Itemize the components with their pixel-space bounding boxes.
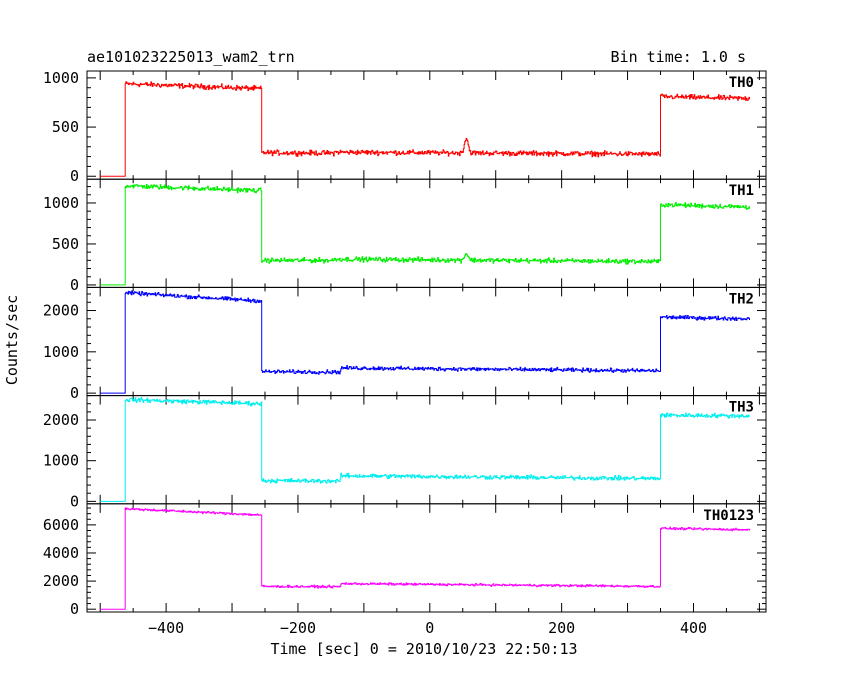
chart-title: ae101023225013_wam2_trn <box>87 48 295 66</box>
panel-th3: 0 1000 2000 TH3 <box>43 395 767 510</box>
y-tick-label: 2000 <box>43 302 79 320</box>
series-line-th2 <box>100 290 750 394</box>
panel-label: TH0 <box>729 75 754 91</box>
y-tick-label: 1000 <box>43 194 79 212</box>
panel-th1: 0 500 1000 TH1 <box>43 178 767 294</box>
panel-th0: 0 500 1000 TH0 <box>43 69 767 185</box>
y-axis-label: Counts/sec <box>3 295 21 385</box>
y-tick-label: 1000 <box>43 69 79 87</box>
x-tick-label: 200 <box>548 619 575 637</box>
x-tick-labels: −400 −200 0 200 400 <box>148 619 707 637</box>
y-tick-label: 500 <box>52 235 79 253</box>
panel-label: TH3 <box>729 400 754 416</box>
y-tick-label: 0 <box>70 167 79 185</box>
y-tick-label: 4000 <box>43 544 79 562</box>
y-tick-label: 6000 <box>43 516 79 534</box>
panel-frame <box>86 70 767 180</box>
y-tick-label: 0 <box>70 600 79 618</box>
x-tick-label: −400 <box>148 619 184 637</box>
panel-th2: 0 1000 2000 TH2 <box>43 286 767 402</box>
x-tick-label: −200 <box>280 619 316 637</box>
bin-time-label: Bin time: 1.0 s <box>611 48 746 66</box>
panel-frame <box>86 286 767 397</box>
y-tick-label: 1000 <box>43 343 79 361</box>
y-tick-label: 0 <box>70 492 79 510</box>
y-tick-label: 1000 <box>43 452 79 470</box>
y-tick-label: 2000 <box>43 572 79 590</box>
series-line-th0123 <box>100 507 750 610</box>
series-line-th1 <box>100 184 750 286</box>
panel-label: TH0123 <box>703 508 754 524</box>
panel-th0123: 0 2000 4000 6000 TH0123 <box>43 503 767 618</box>
y-tick-label: 500 <box>52 118 79 136</box>
x-tick-label: 0 <box>425 619 434 637</box>
x-tick-label: 400 <box>680 619 707 637</box>
panel-frame <box>86 503 767 613</box>
x-axis-label: Time [sec] 0 = 2010/10/23 22:50:13 <box>270 640 577 658</box>
panel-label: TH2 <box>729 291 754 307</box>
y-tick-label: 2000 <box>43 411 79 429</box>
panel-frame <box>86 395 767 505</box>
series-line-th3 <box>100 397 750 502</box>
panel-frame <box>86 178 767 288</box>
series-line-th0 <box>100 81 750 177</box>
panels-group: 0 500 1000 TH0 0 500 1000 TH1 0 1000 2000 TH2 0 1000 2… <box>43 69 767 618</box>
y-tick-label: 0 <box>70 276 79 294</box>
panel-label: TH1 <box>729 183 754 199</box>
y-tick-label: 0 <box>70 384 79 402</box>
